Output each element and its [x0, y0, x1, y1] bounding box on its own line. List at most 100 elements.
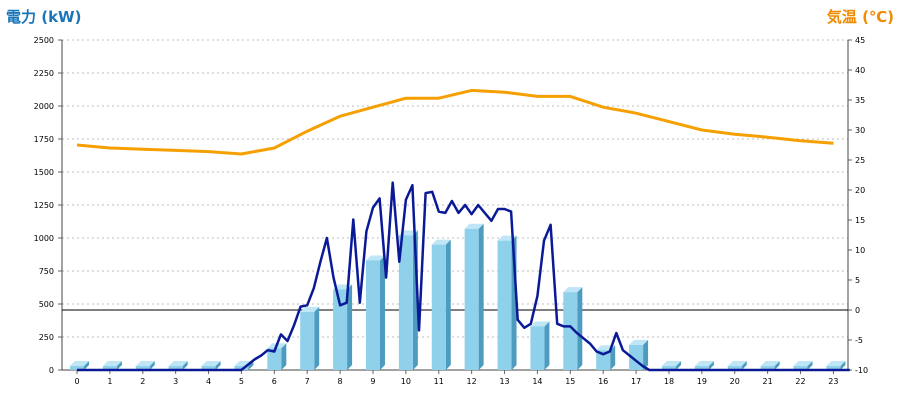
y-right-tick-label: 15 [855, 216, 865, 225]
bar-top [563, 287, 583, 293]
y-left-tick-label: 0 [49, 366, 54, 375]
bar [464, 223, 484, 370]
x-tick-label: 14 [532, 377, 542, 386]
bar-front [168, 366, 183, 370]
y-left-tick-label: 750 [39, 267, 54, 276]
y-left-tick-label: 2500 [34, 36, 54, 45]
bar-side [544, 321, 550, 370]
bar-top [793, 361, 813, 367]
x-tick-label: 0 [74, 377, 79, 386]
bar [300, 306, 320, 370]
bar-side [774, 361, 780, 370]
bar [793, 361, 813, 370]
bar-top [102, 361, 122, 367]
x-tick-label: 12 [467, 377, 477, 386]
y-right-tick-label: 40 [855, 66, 865, 75]
bar-side [84, 361, 89, 370]
bar [596, 345, 616, 370]
bar-side [741, 361, 747, 370]
bar [431, 239, 451, 370]
bar-top [365, 255, 385, 261]
bar-top [201, 361, 221, 367]
bar-front [661, 366, 676, 370]
x-tick-label: 18 [664, 377, 674, 386]
y-left-tick-label: 1000 [34, 234, 54, 243]
y-left-tick-label: 2000 [34, 102, 54, 111]
bar-front [793, 366, 808, 370]
x-tick-label: 15 [565, 377, 575, 386]
bar-side [248, 361, 254, 370]
bar-front [760, 366, 775, 370]
y-left-tick-label: 1500 [34, 168, 54, 177]
y-left-tick-label: 500 [39, 300, 54, 309]
bar-side [478, 223, 484, 370]
bar-top [661, 361, 681, 367]
bar-side [675, 361, 681, 370]
bar-top [168, 361, 188, 367]
bar-top [70, 361, 89, 367]
bar-side [445, 239, 451, 370]
bar-top [826, 361, 846, 367]
bar-top [760, 361, 780, 367]
y-right-tick-label: 10 [855, 246, 865, 255]
y-right-tick-label: 35 [855, 96, 865, 105]
x-tick-label: 9 [370, 377, 375, 386]
bar-top [300, 306, 320, 312]
bar [530, 321, 550, 370]
bar [102, 361, 122, 370]
bar [727, 361, 747, 370]
bar-side [116, 361, 122, 370]
bar [201, 361, 221, 370]
bar-front [431, 244, 446, 370]
bar-front [201, 366, 216, 370]
x-tick-label: 6 [272, 377, 277, 386]
bar [563, 287, 583, 370]
x-tick-label: 1 [107, 377, 112, 386]
bar-top [135, 361, 155, 367]
y-right-tick-label: 30 [855, 126, 865, 135]
bar [629, 339, 649, 370]
bar-side [840, 361, 846, 370]
y-left-tick-label: 250 [39, 333, 54, 342]
bar [365, 255, 385, 370]
bar-side [577, 287, 583, 370]
y-right-tick-label: 45 [855, 36, 865, 45]
x-tick-label: 4 [206, 377, 211, 386]
bar-front [497, 240, 512, 370]
bar-front [267, 348, 282, 370]
bar-side [182, 361, 188, 370]
bar-front [365, 260, 380, 370]
bar-side [314, 306, 320, 370]
bar [760, 361, 780, 370]
x-tick-label: 7 [305, 377, 310, 386]
bar-top [464, 223, 484, 229]
y-left-tick-label: 1250 [34, 201, 54, 210]
bar-front [563, 292, 578, 370]
x-tick-label: 22 [795, 377, 805, 386]
bar-front [464, 228, 479, 370]
bar [661, 361, 681, 370]
y-right-tick-label: 25 [855, 156, 865, 165]
bar-top [727, 361, 747, 367]
y-right-tick-label: -5 [855, 336, 863, 345]
bar-side [379, 255, 385, 370]
temperature-line [76, 88, 834, 156]
bar-front [596, 350, 611, 370]
x-tick-label: 20 [730, 377, 740, 386]
bar-front [398, 235, 413, 370]
bar-front [530, 326, 545, 370]
bar-top [431, 239, 451, 245]
bar-front [135, 366, 150, 370]
bar-side [149, 361, 155, 370]
bar-side [281, 343, 287, 370]
bar-side [347, 284, 353, 370]
bar-side [708, 361, 714, 370]
bar [333, 284, 353, 370]
bar-top [530, 321, 550, 327]
power-line [77, 181, 850, 372]
bar-front [234, 366, 249, 370]
bar-side [807, 361, 813, 370]
y-axis-left-title: 電力 (kW) [6, 8, 82, 26]
